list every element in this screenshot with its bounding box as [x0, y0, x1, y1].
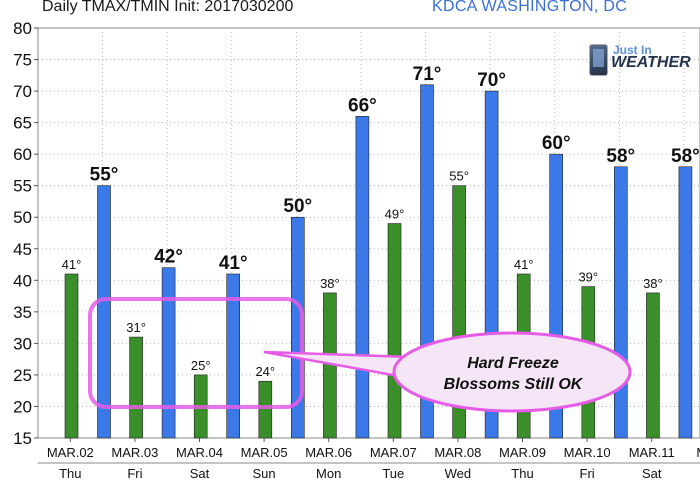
x-date-label: MAR.04 — [176, 445, 223, 460]
y-tick-label: 55 — [13, 177, 32, 196]
callout-pointer — [263, 350, 412, 380]
callout-bubble — [392, 331, 632, 413]
x-date-label: MAR.09 — [499, 445, 546, 460]
tmax-bar — [678, 166, 693, 439]
tmax-value-label: 71° — [413, 64, 442, 85]
tmin-value-label: 49° — [385, 207, 405, 222]
y-tick-label: 40 — [13, 271, 32, 290]
y-axis: 15 20 25 30 35 40 45 50 55 60 65 70 75 80 — [13, 19, 38, 448]
tmin-bar — [64, 273, 79, 439]
tmin-bar — [387, 223, 402, 439]
station-name: KDCA WASHINGTON, DC — [432, 0, 628, 15]
y-tick-label: 70 — [13, 82, 32, 101]
tmin-value-label: 38° — [320, 276, 340, 291]
x-axis: MAR.02 Thu MAR.03 Fri MAR.04 Sat MAR.05 Sun MAR.… — [38, 438, 700, 481]
x-date-label: MAR.05 — [241, 445, 288, 460]
tmin-value-label: 38° — [643, 276, 663, 291]
x-date-label: MAR.07 — [370, 445, 417, 460]
x-day-label: Thu — [511, 466, 533, 481]
tmax-bar — [355, 116, 370, 439]
x-day-label: Sun — [253, 466, 276, 481]
chart-title: Daily TMAX/TMIN Init: 2017030200 — [42, 0, 294, 15]
tmin-bar — [646, 292, 660, 439]
x-day-label: Fri — [580, 466, 595, 481]
tmax-bar — [613, 166, 628, 439]
y-tick-label: 65 — [13, 114, 32, 133]
just-in-weather-logo: Just In WEATHER — [589, 43, 694, 80]
tmax-value-label: 41° — [219, 253, 248, 274]
y-tick-label: 45 — [13, 240, 32, 259]
tmax-value-label: 55° — [90, 165, 119, 186]
logo-text-top: Just In — [613, 43, 652, 57]
tmin-value-label: 39° — [578, 270, 598, 285]
tmax-bar — [97, 185, 111, 439]
x-date-label: MAR.08 — [434, 445, 481, 460]
x-day-label: Mon — [316, 466, 341, 481]
tmax-value-label: 58° — [606, 146, 635, 167]
y-tick-label: 20 — [13, 397, 32, 416]
x-date-label: MAR.06 — [305, 445, 352, 460]
tmax-value-label: 60° — [542, 133, 571, 154]
y-tick-label: 60 — [13, 145, 32, 164]
freeze-highlight — [88, 297, 632, 413]
y-tick-label: 25 — [13, 366, 32, 385]
tmin-value-label: 25° — [191, 358, 211, 373]
phone-icon — [589, 44, 608, 76]
tmin-value-label: 24° — [255, 364, 275, 379]
tmax-bar — [226, 273, 240, 439]
x-day-label: Fri — [127, 466, 142, 481]
y-tick-label: 15 — [13, 429, 32, 448]
tmax-value-label: 70° — [477, 70, 506, 91]
tmin-bar — [129, 336, 143, 439]
x-day-label: Thu — [59, 466, 81, 481]
tmax-value-label: 50° — [283, 196, 312, 217]
tmax-value-label: 58° — [671, 146, 700, 167]
tmin-value-label: 55° — [449, 169, 469, 184]
tmax-value-label: 66° — [348, 95, 377, 116]
x-date-label: MAR.03 — [111, 445, 158, 460]
y-tick-label: 50 — [13, 208, 32, 227]
bar-value-labels: 41° 55° 31° 42° 25° 41° 24° 50° 38° 66° 49° 71° 55° 7… — [62, 64, 700, 379]
x-day-label: Sat — [190, 466, 210, 481]
x-day-label: Sat — [642, 466, 662, 481]
tmin-value-label: 41° — [62, 257, 82, 272]
tmax-value-label: 42° — [154, 247, 183, 268]
x-date-label: MAR.02 — [47, 445, 94, 460]
x-date-label: MAR.10 — [564, 445, 611, 460]
callout-line-1: Hard Freeze — [467, 355, 559, 372]
callout-line-2: Blossoms Still OK — [443, 376, 583, 393]
y-tick-label: 30 — [13, 334, 32, 353]
x-date-label: MAR.1 — [696, 445, 700, 460]
tmax-bar — [161, 267, 176, 439]
callout-text: Hard Freeze Blossoms Still OK — [402, 353, 624, 395]
y-tick-label: 35 — [13, 303, 32, 322]
x-date-label: MAR.11 — [629, 445, 675, 460]
y-tick-label: 75 — [13, 51, 32, 70]
y-tick-label: 80 — [13, 19, 32, 38]
tmin-bar — [258, 380, 273, 439]
tmin-value-label: 31° — [126, 320, 146, 335]
x-day-label: Tue — [382, 466, 404, 481]
logo-text-bottom: WEATHER — [611, 54, 691, 71]
tmin-value-label: 41° — [514, 257, 534, 272]
x-day-label: Wed — [445, 466, 472, 481]
